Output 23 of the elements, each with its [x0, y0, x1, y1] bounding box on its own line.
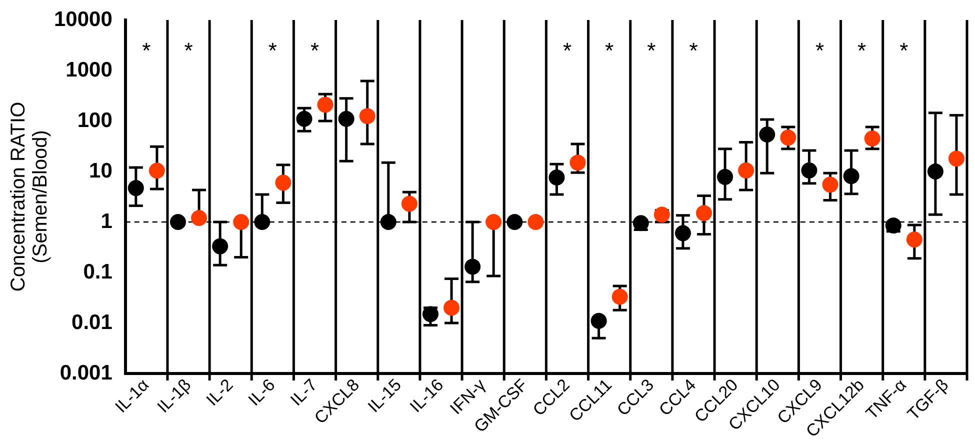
annotation: * — [142, 38, 152, 64]
y-tick-label: 10 — [89, 159, 112, 182]
y-tick-label: 0.01 — [72, 310, 113, 334]
y-tick-label: 100 — [77, 108, 112, 132]
x-tick-label: IL-2 — [202, 375, 237, 410]
annotation: * — [310, 38, 320, 64]
y-axis-title: Concentration RATIO (Semen/Blood) — [8, 102, 52, 292]
annotation: * — [605, 38, 614, 64]
annotation: * — [815, 38, 824, 64]
y-tick-label: 1 — [100, 210, 113, 233]
annotation: * — [900, 38, 909, 64]
y-tick-label: 0.001 — [60, 361, 113, 384]
y-tick-label: 0.1 — [83, 260, 113, 284]
annotation: * — [562, 38, 572, 64]
y-tick-label: 1000 — [66, 58, 112, 82]
x-tick-label: IL-6 — [244, 375, 279, 410]
annotation: * — [184, 38, 194, 64]
annotation: * — [858, 38, 867, 64]
annotation: * — [689, 38, 698, 64]
x-tick-label: IL-7 — [286, 375, 321, 410]
annotation: * — [647, 38, 656, 64]
y-tick-label: 10000 — [54, 8, 112, 31]
annotation: * — [268, 38, 278, 64]
